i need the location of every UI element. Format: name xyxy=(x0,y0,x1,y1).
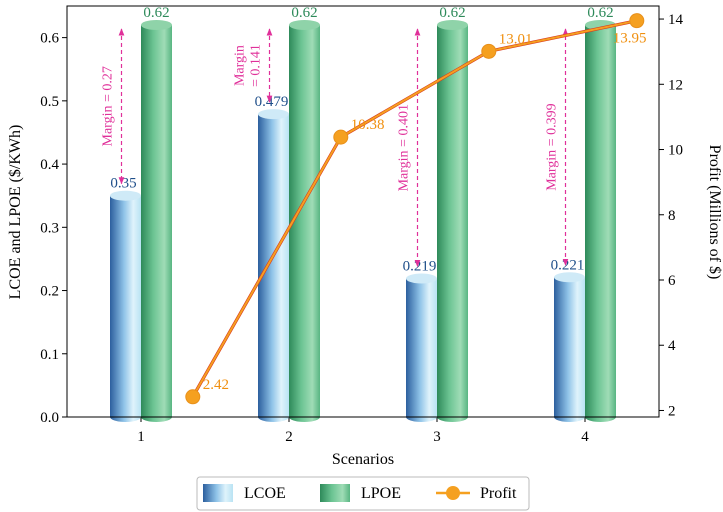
bar-lcoe-top xyxy=(554,272,585,283)
legend-frame xyxy=(196,476,530,511)
y-axis-left-label: LCOE and LPOE ($/KWh) xyxy=(7,125,24,300)
legend: LCOE LPOE Profit xyxy=(196,476,530,511)
bar-lpoe xyxy=(289,24,320,422)
bar-lcoe xyxy=(406,278,437,422)
profit-point xyxy=(629,13,645,29)
margin-label: Margin = 0.401 xyxy=(397,104,412,191)
y-right-tick-label: 6 xyxy=(668,273,676,289)
y-right-tick-label: 10 xyxy=(668,143,683,159)
margin-label: Margin xyxy=(233,45,248,86)
bar-lpoe xyxy=(585,24,616,422)
profit-point xyxy=(481,43,497,59)
y-right-tick-label: 14 xyxy=(668,12,684,28)
y-axis-right-label: Profit (Millions of $) xyxy=(706,145,723,280)
bar-label-lpoe: 0.62 xyxy=(291,5,317,21)
bar-lcoe-top xyxy=(406,273,437,284)
bar-label-lcoe: 0.35 xyxy=(110,176,136,192)
x-tick-label: 3 xyxy=(433,429,441,445)
y-right-tick-label: 8 xyxy=(668,208,676,224)
profit-label: 2.42 xyxy=(203,377,229,393)
x-tick-label: 2 xyxy=(285,429,293,445)
y-right-tick-label: 4 xyxy=(668,338,676,354)
bar-label-lcoe: 0.219 xyxy=(403,259,437,275)
bar-lpoe-top xyxy=(289,19,320,30)
profit-point xyxy=(185,389,201,405)
y-left-tick-label: 0.5 xyxy=(40,94,59,110)
y-left-tick-label: 0.6 xyxy=(40,31,59,47)
bar-lpoe-top xyxy=(437,19,468,30)
bar-lcoe xyxy=(258,114,289,422)
bar-lpoe xyxy=(141,24,172,422)
y-right-tick-label: 12 xyxy=(668,77,683,93)
bar-label-lpoe: 0.62 xyxy=(439,5,465,21)
legend-label-lpoe: LPOE xyxy=(361,485,401,502)
profit-label: 10.38 xyxy=(351,117,385,133)
x-tick-label: 1 xyxy=(137,429,145,445)
y-left-tick-label: 0.0 xyxy=(40,410,59,426)
bar-lcoe-top xyxy=(258,109,289,120)
bar-label-lpoe: 0.62 xyxy=(587,5,613,21)
margin-label: = 0.141 xyxy=(249,44,264,87)
bar-label-lpoe: 0.62 xyxy=(143,5,169,21)
bar-lcoe xyxy=(110,195,141,422)
y-right-tick-label: 2 xyxy=(668,403,676,419)
bar-label-lcoe: 0.479 xyxy=(255,94,289,110)
legend-marker-profit xyxy=(446,486,460,500)
y-left-tick-label: 0.4 xyxy=(40,157,59,173)
profit-label: 13.01 xyxy=(499,31,533,47)
x-tick-label: 4 xyxy=(581,429,589,445)
profit-point xyxy=(333,129,349,145)
y-left-tick-label: 0.1 xyxy=(40,347,59,363)
profit-line xyxy=(191,19,638,398)
legend-label-lcoe: LCOE xyxy=(244,485,286,502)
margin-label: Margin = 0.399 xyxy=(545,103,560,190)
plot-frame xyxy=(66,5,660,418)
bar-lcoe-top xyxy=(110,190,141,201)
bar-lpoe-top xyxy=(141,19,172,30)
bar-lpoe xyxy=(437,24,468,422)
y-left-tick-label: 0.3 xyxy=(40,220,59,236)
x-axis-label: Scenarios xyxy=(332,451,394,468)
legend-swatch-lpoe xyxy=(320,484,350,502)
legend-label-profit: Profit xyxy=(480,485,517,502)
margin-label: Margin = 0.27 xyxy=(101,66,116,146)
bar-label-lcoe: 0.221 xyxy=(551,257,585,273)
profit-label: 13.95 xyxy=(613,31,647,47)
bar-lcoe xyxy=(554,277,585,422)
legend-swatch-lcoe xyxy=(203,484,233,502)
y-left-tick-label: 0.2 xyxy=(40,284,59,300)
